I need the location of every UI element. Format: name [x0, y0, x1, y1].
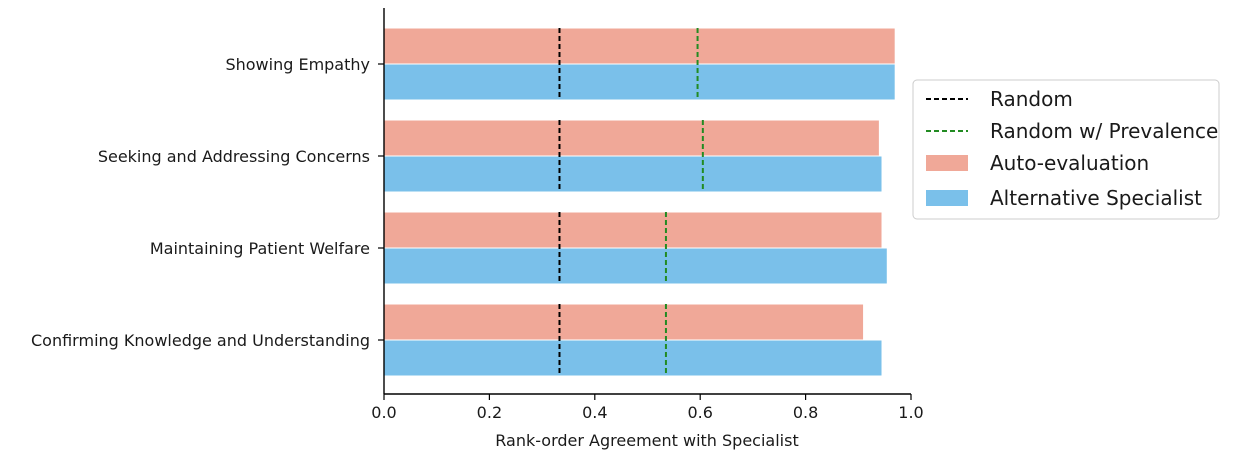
bar-alternative-specialist-seeking-and-addressing-concerns — [383, 155, 883, 193]
legend-label-random-w-prevalence: Random w/ Prevalence — [990, 119, 1218, 143]
x-axis-title: Rank-order Agreement with Specialist — [495, 431, 798, 450]
reference-lines-group — [558, 28, 704, 376]
bar-auto-evaluation-confirming-knowledge-and-understanding — [383, 303, 865, 341]
y-tick-label-showing-empathy: Showing Empathy — [225, 55, 370, 74]
bar-auto-evaluation-seeking-and-addressing-concerns — [383, 119, 880, 157]
x-tick-label: 0.8 — [793, 403, 818, 422]
x-tick-label: 0.2 — [477, 403, 502, 422]
bar-alternative-specialist-confirming-knowledge-and-understanding — [383, 339, 883, 377]
bar-auto-evaluation-showing-empathy — [383, 27, 896, 65]
legend-swatch-alternative-specialist — [926, 190, 968, 206]
axes-group — [383, 8, 911, 395]
legend: Random Random w/ Prevalence Auto-evaluatio… — [912, 79, 1220, 220]
y-tick-label-maintaining-patient-welfare: Maintaining Patient Welfare — [150, 239, 370, 258]
legend-label-auto-evaluation: Auto-evaluation — [990, 151, 1149, 175]
y-tick-label-confirming-knowledge-and-understanding: Confirming Knowledge and Understanding — [31, 331, 370, 350]
x-tick-label: 0.6 — [687, 403, 712, 422]
x-tick-label: 0.4 — [582, 403, 607, 422]
y-ticks-group: Showing Empathy Seeking and Addressing Co… — [31, 55, 384, 350]
x-tick-label: 1.0 — [898, 403, 923, 422]
bar-alternative-specialist-maintaining-patient-welfare — [383, 247, 888, 285]
legend-frame — [912, 79, 1220, 220]
legend-swatch-auto-evaluation — [926, 155, 968, 171]
legend-label-alternative-specialist: Alternative Specialist — [990, 186, 1202, 210]
y-tick-label-seeking-and-addressing-concerns: Seeking and Addressing Concerns — [98, 147, 370, 166]
bar-auto-evaluation-maintaining-patient-welfare — [383, 211, 883, 249]
bars-group — [383, 27, 896, 377]
x-tick-label: 0.0 — [371, 403, 396, 422]
legend-label-random: Random — [990, 87, 1073, 111]
bar-alternative-specialist-showing-empathy — [383, 63, 896, 101]
x-ticks-group: 0.0 0.2 0.4 0.6 0.8 1.0 — [371, 394, 924, 422]
